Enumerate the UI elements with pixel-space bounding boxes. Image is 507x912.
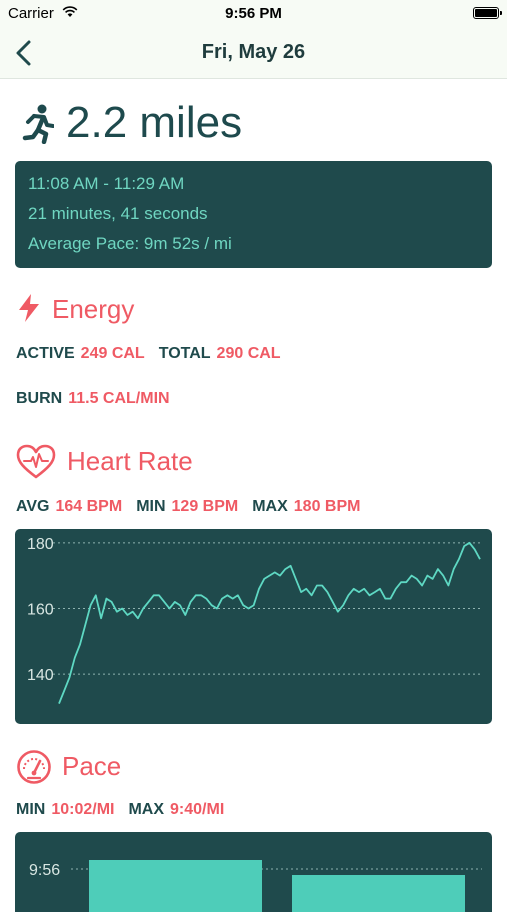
pace-title: Pace <box>62 751 122 781</box>
pace-bar <box>89 860 262 912</box>
pace-section-header: Pace <box>16 749 216 785</box>
status-time: 9:56 PM <box>225 5 282 22</box>
energy-title: Energy <box>52 294 135 324</box>
pace-min-label: MIN <box>16 801 46 818</box>
hr-min-value: 129 BPM <box>171 498 239 515</box>
pace-min-value: 10:02/MI <box>51 801 115 818</box>
pace-y-tick-label: 9:56 <box>29 862 60 879</box>
carrier-label: Carrier <box>8 5 54 22</box>
duration: 21 minutes, 41 seconds <box>28 204 208 223</box>
battery-icon <box>473 7 502 19</box>
pace-chart-svg: 9:56 <box>29 860 482 912</box>
total-value: 290 CAL <box>216 345 281 362</box>
pace-max-label: MAX <box>128 801 165 818</box>
page-title: Fri, May 26 <box>201 41 306 63</box>
active-label: ACTIVE <box>16 345 75 362</box>
workout-summary-panel: 11:08 AM - 11:29 AM 21 minutes, 41 secon… <box>15 161 492 268</box>
average-pace: Average Pace: 9m 52s / mi <box>28 234 232 253</box>
hr-y-tick-label: 160 <box>27 601 54 618</box>
heart-pulse-icon <box>16 444 56 479</box>
burn-value: 11.5 CAL/MIN <box>68 390 170 407</box>
energy-section-header: Energy <box>16 292 216 326</box>
navigation-bar: Fri, May 26 <box>0 28 507 79</box>
energy-stats-row: ACTIVE 249 CAL TOTAL 290 CAL <box>16 345 295 363</box>
pace-stats-row: MIN 10:02/MI MAX 9:40/MI <box>16 801 238 819</box>
wifi-icon <box>62 6 78 17</box>
hr-max-label: MAX <box>252 498 288 515</box>
heart-rate-chart: 140 160 180 <box>15 529 492 724</box>
heart-rate-section-header: Heart Rate <box>16 444 236 482</box>
time-range: 11:08 AM - 11:29 AM <box>28 174 185 193</box>
runner-icon <box>22 104 54 144</box>
active-value: 249 CAL <box>80 345 145 362</box>
hr-min-label: MIN <box>136 498 166 515</box>
distance-value: 2.2 miles <box>66 98 243 147</box>
status-bar: Carrier 9:56 PM <box>0 0 507 28</box>
pace-chart: 9:56 <box>15 832 492 912</box>
hr-avg-label: AVG <box>16 498 50 515</box>
heart-rate-title: Heart Rate <box>67 446 193 476</box>
back-chevron-icon[interactable] <box>10 38 40 68</box>
total-label: TOTAL <box>158 345 211 362</box>
hr-y-tick-label: 140 <box>27 667 54 684</box>
burn-stats-row: BURN 11.5 CAL/MIN <box>16 390 184 408</box>
hr-avg-value: 164 BPM <box>55 498 123 515</box>
heart-rate-chart-svg: 140 160 180 <box>27 536 482 704</box>
hr-max-value: 180 BPM <box>293 498 361 515</box>
burn-label: BURN <box>16 390 63 407</box>
speedometer-icon <box>17 750 51 784</box>
hr-y-tick-label: 180 <box>27 536 54 553</box>
pace-bar <box>292 875 465 912</box>
lightning-icon <box>19 294 39 322</box>
pace-max-value: 9:40/MI <box>170 801 225 818</box>
heart-rate-stats-row: AVG 164 BPM MIN 129 BPM MAX 180 BPM <box>16 498 374 516</box>
heart-rate-series-line <box>58 541 481 704</box>
